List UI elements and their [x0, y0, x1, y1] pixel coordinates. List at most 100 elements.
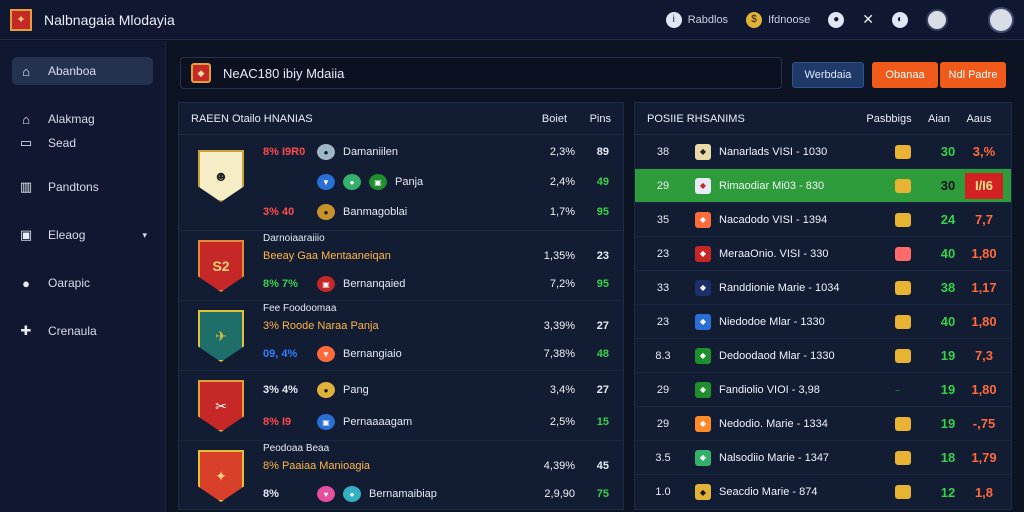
user-avatar-small[interactable]	[926, 8, 948, 31]
match-group-1[interactable]: ☻ 8% I9R0 ● Damaniilen 2,3% 89 ▼ ● ▣ Pan…	[179, 135, 623, 231]
team-icon: ▣	[317, 414, 335, 430]
sidebar-item-label: Alakmag	[48, 112, 95, 126]
form-icon	[895, 212, 911, 227]
points-value: 23	[596, 250, 609, 262]
match-group-5[interactable]: ✦ Peodoaa Beaa 8% Paaiaa Manioagia 4,39%…	[179, 441, 623, 511]
action-button-1[interactable]: Obanaa	[872, 62, 938, 88]
sidebar-item-4[interactable]: ▣ Eleaog ▾	[12, 221, 153, 249]
points-value: 27	[596, 384, 609, 396]
sidebar-item-1[interactable]: ⌂ Alakmag	[12, 105, 153, 133]
rankings-panel-header: POSIIE RHSANIMS Pasbbigs Aian Aaus	[635, 103, 1011, 135]
form-icon	[895, 246, 911, 261]
sidebar-item-0[interactable]: ⌂ Abanboa	[12, 57, 153, 85]
rank-value: 29	[656, 417, 670, 430]
table-row[interactable]: 1.0 ◆ Seacdio Marie - 874 12 1,8	[635, 475, 1011, 509]
stat-value-2: 1,8	[974, 484, 994, 500]
bell-icon[interactable]: ◐	[892, 11, 908, 28]
soccer-ball-icon[interactable]: ●	[828, 11, 845, 28]
stat-value: 19	[940, 416, 956, 431]
list-item[interactable]: 3% Roode Naraa Panja 3,39% 27	[263, 315, 623, 337]
team-name: Bernangiaio	[343, 348, 402, 360]
stat-value-2: 1,80	[971, 246, 997, 261]
sword-crest-icon: ✂	[198, 380, 244, 432]
form-icon	[895, 280, 911, 295]
search-input[interactable]	[223, 65, 743, 81]
info-icon: i	[665, 11, 682, 28]
top-chip-1[interactable]: i Rabdlos	[665, 11, 728, 28]
list-item[interactable]: Beeay Gaa Mentaaneiqan 1,35% 23	[263, 245, 623, 267]
home-icon: ⌂	[22, 111, 30, 127]
form-icon	[895, 348, 911, 363]
table-row[interactable]: 8.3 ◆ Dedoodaod Mlar - 1330 19 7,3	[635, 339, 1011, 373]
table-row[interactable]: 38 ◆ Nanarlads VISI - 1030 30 3,%	[635, 135, 1011, 169]
team-icon: ▼	[317, 346, 335, 362]
sidebar-item-6[interactable]: ✚ Crenaula	[12, 317, 153, 345]
percent-value: 1,35%	[543, 250, 575, 262]
odds-value: 8%	[263, 488, 279, 500]
points-value: 48	[596, 348, 609, 360]
stat-value-2: -,75	[972, 416, 996, 431]
rank-value: 3.5	[655, 451, 671, 464]
table-row[interactable]: 29 ◆ Nedodio. Marie - 1334 19 -,75	[635, 407, 1011, 441]
rankings-panel: POSIIE RHSANIMS Pasbbigs Aian Aaus 38 ◆ …	[634, 102, 1012, 510]
stat-value: 19	[940, 348, 956, 363]
club-icon: ◆	[695, 143, 711, 160]
table-row-highlighted[interactable]: 29 ◆ Rimaodiar Mi03 - 830 30 I/I6	[635, 169, 1011, 203]
table-row[interactable]: 35 ◆ Nacadodo VISI - 1394 24 7,7	[635, 203, 1011, 237]
tools-icon[interactable]: ✕	[862, 11, 874, 27]
app-title: Nalbnagaia Mlodayia	[44, 11, 175, 28]
sidebar-item-3[interactable]: ▥ Pandtons	[12, 173, 153, 201]
list-item[interactable]: 8% 7% ▣ Bernanqaied 7,2% 95	[263, 273, 623, 295]
percent-value: 2,9,90	[544, 488, 575, 500]
dragon-crest-icon: ✦	[198, 450, 244, 502]
odds-value: 3% 4%	[263, 384, 298, 396]
portrait-crest-icon: ☻	[198, 150, 244, 202]
table-row[interactable]: 23 ◆ MeraaOnio. VISI - 330 40 1,80	[635, 237, 1011, 271]
list-item[interactable]: ▼ ● ▣ Panja 2,4% 49	[263, 171, 623, 193]
table-row[interactable]: 3.5 ◆ Nalsodiio Marie - 1347 18 1,79	[635, 441, 1011, 475]
list-item[interactable]: 8% I9R0 ● Damaniilen 2,3% 89	[263, 141, 623, 163]
list-item[interactable]: 3% 40 ● Banmagoblai 1,7% 95	[263, 201, 623, 223]
stat-value-2: I/I6	[965, 172, 1003, 199]
table-row[interactable]: 23 ◆ Niedodoe Mlar - 1330 40 1,80	[635, 305, 1011, 339]
filter-button[interactable]: Werbdaia	[792, 62, 864, 88]
action-button-2[interactable]: Ndl Padre	[940, 62, 1006, 88]
club-icon: ◆	[695, 279, 711, 296]
top-bar: ✦ Nalbnagaia Mlodayia i Rabdlos $ Ifdnoo…	[0, 0, 1024, 40]
list-item[interactable]: 8% I9 ▣ Pernaaaagam 2,5% 15	[263, 411, 623, 433]
club-badge-3: ✈	[191, 309, 251, 363]
table-row[interactable]: 29 ◆ Fandiolio VIOI - 3,98 .. 19 1,80	[635, 373, 1011, 407]
team-icon: ●	[343, 486, 361, 502]
list-item[interactable]: 8% Paaiaa Manioagia 4,39% 45	[263, 455, 623, 477]
group-sub-title: Darnoiaaraiiio	[263, 231, 623, 245]
chart-icon: ▥	[19, 179, 33, 194]
odds-value: 8% I9R0	[263, 146, 306, 158]
matches-panel: RAEEN Otailo HNANIAS Boiet Pins ☻ 8% I9R…	[178, 102, 624, 510]
group-sub-title: Fee Foodoomaa	[263, 301, 623, 315]
user-icon: ●	[22, 275, 30, 291]
table-row[interactable]: 33 ◆ Randdionie Marie - 1034 38 1,17	[635, 271, 1011, 305]
points-value: 95	[596, 206, 609, 218]
list-item[interactable]: 09, 4% ▼ Bernangiaio 7,38% 48	[263, 343, 623, 365]
matches-panel-title: RAEEN Otailo HNANIAS	[191, 112, 313, 125]
sidebar-item-label: Sead	[48, 136, 77, 150]
form-dots-icon: ..	[895, 382, 901, 393]
sidebar-item-5[interactable]: ● Oarapic	[12, 269, 153, 297]
stat-value: 18	[940, 450, 956, 465]
form-icon	[895, 485, 911, 499]
list-item[interactable]: 8% ♥ ● Bernamaibiap 2,9,90 75	[263, 483, 623, 505]
stat-value-2: 1,79	[971, 450, 997, 465]
stat-value: 40	[940, 246, 956, 261]
user-avatar[interactable]	[988, 6, 1014, 33]
car-icon: ▭	[19, 135, 33, 150]
club-icon: ◆	[695, 381, 711, 398]
sidebar-item-2[interactable]: ▭ Sead	[12, 133, 153, 153]
match-group-2[interactable]: S2 Darnoiaaraiiio Beeay Gaa Mentaaneiqan…	[179, 231, 623, 301]
match-group-4[interactable]: ✂ 3% 4% ● Pang 3,4% 27 8% I9 ▣ Pernaaaag…	[179, 371, 623, 441]
rank-value: 23	[656, 315, 670, 328]
top-chip-2[interactable]: $ Ifdnoose	[746, 11, 810, 28]
match-group-3[interactable]: ✈ Fee Foodoomaa 3% Roode Naraa Panja 3,3…	[179, 301, 623, 371]
matches-panel-header: RAEEN Otailo HNANIAS Boiet Pins	[179, 103, 623, 135]
club-name: MeraaOnio. VISI - 330	[719, 247, 829, 260]
list-item[interactable]: 3% 4% ● Pang 3,4% 27	[263, 379, 623, 401]
